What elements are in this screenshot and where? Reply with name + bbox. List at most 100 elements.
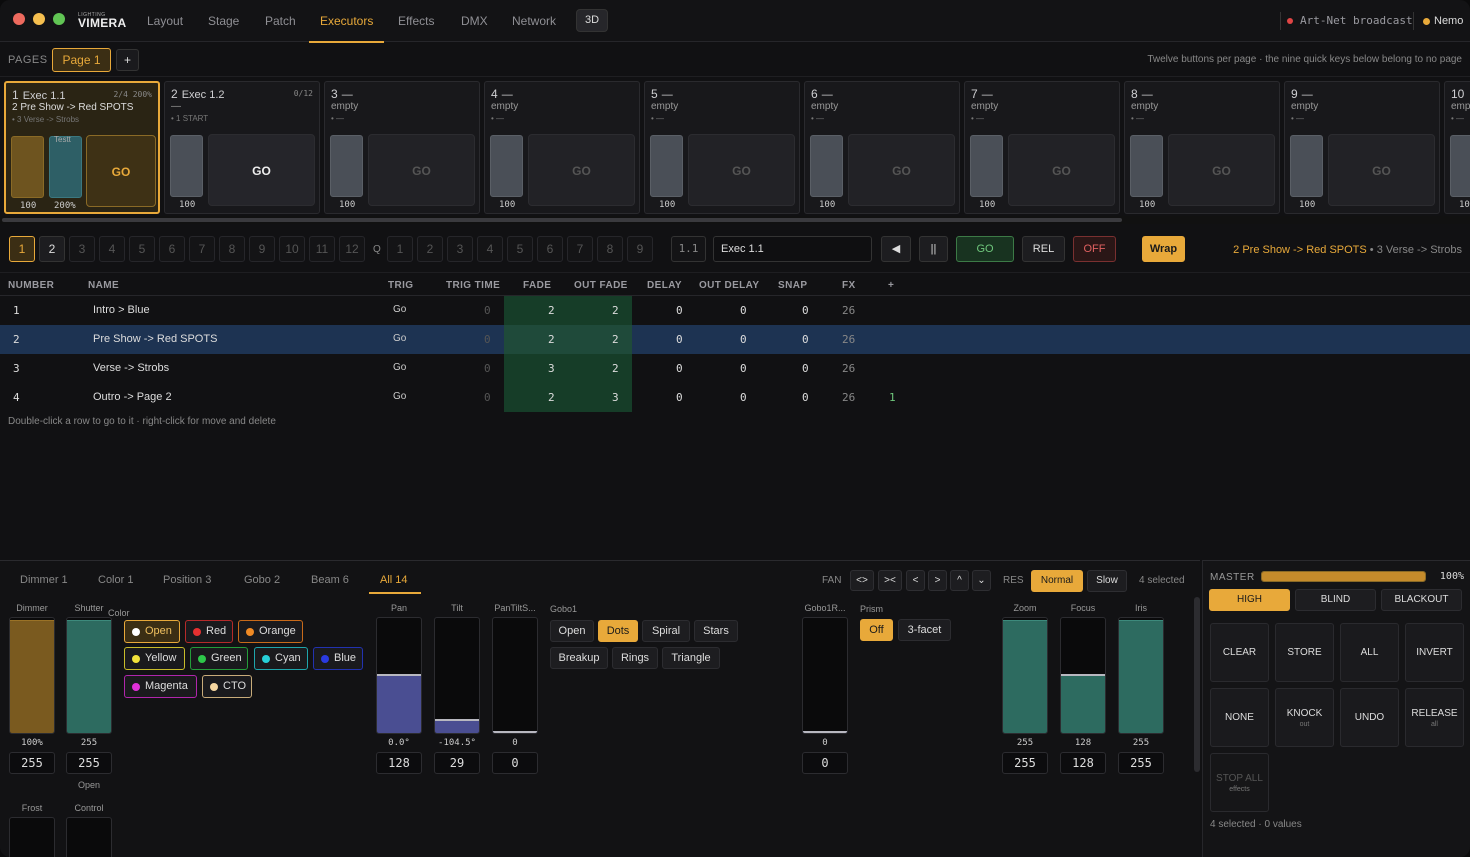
exec-select-2[interactable]: 2 [39, 236, 65, 262]
executor-go-button[interactable]: GO [208, 134, 315, 206]
fan-peak-button[interactable]: ^ [950, 570, 969, 591]
tab-dimmer[interactable]: Dimmer 1 [20, 574, 68, 586]
exec-select-11[interactable]: 11 [309, 236, 335, 262]
shutter-input[interactable]: 255 [66, 752, 112, 774]
executor-fader[interactable] [970, 135, 1003, 197]
executor-5[interactable]: 5— empty • — 100 GO [644, 81, 800, 214]
quick-key-3[interactable]: 3 [447, 236, 473, 262]
executor-go-button[interactable]: GO [368, 134, 475, 206]
tilt-fader[interactable] [434, 617, 480, 734]
quick-key-2[interactable]: 2 [417, 236, 443, 262]
go-button[interactable]: GO [956, 236, 1014, 262]
tab-position[interactable]: Position 3 [163, 574, 212, 586]
gobo-preset-triangle[interactable]: Triangle [662, 647, 720, 669]
gobo-preset-rings[interactable]: Rings [612, 647, 658, 669]
iris-input[interactable]: 255 [1118, 752, 1164, 774]
control-fader[interactable] [66, 817, 112, 857]
executor-fader[interactable] [11, 136, 44, 198]
executor-scrollbar[interactable] [0, 216, 1470, 224]
exec-select-7[interactable]: 7 [189, 236, 215, 262]
executor-fader[interactable] [1450, 135, 1470, 197]
executor-go-button[interactable]: GO [1008, 134, 1115, 206]
exec-select-12[interactable]: 12 [339, 236, 365, 262]
user-name[interactable]: Nemo [1434, 15, 1464, 27]
frost-fader[interactable] [9, 817, 55, 857]
executor-go-button[interactable]: GO [1328, 134, 1435, 206]
executor-rate-fader[interactable] [49, 136, 82, 198]
executor-fader[interactable] [490, 135, 523, 197]
tilt-input[interactable]: 29 [434, 752, 480, 774]
executor-8[interactable]: 8— empty • — 100 GO [1124, 81, 1280, 214]
fan-left-button[interactable]: < [906, 570, 925, 591]
exec-select-4[interactable]: 4 [99, 236, 125, 262]
add-column-button[interactable]: + [888, 280, 895, 291]
color-preset-red[interactable]: Red [185, 620, 233, 643]
nav-tab-network[interactable]: Network [512, 14, 557, 28]
executor-go-button[interactable]: GO [688, 134, 795, 206]
gobo-preset-dots[interactable]: Dots [598, 620, 638, 642]
prev-cue-button[interactable]: ◀ [881, 236, 911, 262]
exec-select-1[interactable]: 1 [9, 236, 35, 262]
col-fade[interactable]: FADE [523, 280, 552, 291]
color-preset-yellow[interactable]: Yellow [124, 647, 185, 670]
off-button[interactable]: OFF [1073, 236, 1116, 262]
programmer-scrollbar[interactable] [1194, 597, 1200, 772]
gobo-preset-spiral[interactable]: Spiral [642, 620, 690, 642]
release-button[interactable]: REL [1022, 236, 1065, 262]
fan-in-button[interactable]: >< [878, 570, 902, 591]
invert-button[interactable]: INVERT [1405, 623, 1464, 682]
exec-select-10[interactable]: 10 [279, 236, 305, 262]
col-delay[interactable]: DELAY [647, 280, 682, 291]
undo-button[interactable]: UNDO [1340, 688, 1399, 747]
table-row[interactable]: 1 Intro > Blue Go 0 2 2 0 0 0 26 [0, 296, 1470, 325]
color-preset-green[interactable]: Green [190, 647, 248, 670]
executor-4[interactable]: 4— empty • — 100 GO [484, 81, 640, 214]
shutter-fader[interactable] [66, 617, 112, 734]
quick-key-1[interactable]: 1 [387, 236, 413, 262]
pantilt-fader[interactable] [492, 617, 538, 734]
color-preset-cyan[interactable]: Cyan [254, 647, 308, 670]
color-preset-orange[interactable]: Orange [238, 620, 303, 643]
minimize-window-icon[interactable] [33, 13, 45, 25]
blackout-button[interactable]: BLACKOUT [1381, 589, 1462, 611]
nav-tab-stage[interactable]: Stage [208, 14, 240, 28]
executor-fader[interactable] [330, 135, 363, 197]
tab-all[interactable]: All 14 [380, 574, 408, 586]
clear-button[interactable]: CLEAR [1210, 623, 1269, 682]
executor-go-button[interactable]: GO [528, 134, 635, 206]
add-page-button[interactable]: + [116, 49, 139, 71]
table-row[interactable]: 4 Outro -> Page 2 Go 0 2 3 0 0 0 26 1 [0, 383, 1470, 412]
executor-2[interactable]: 2 Exec 1.2 0/12 — • 1 START 100 GO [164, 81, 320, 214]
nav-tab-layout[interactable]: Layout [147, 14, 184, 28]
tab-color[interactable]: Color 1 [98, 574, 134, 586]
fan-right-button[interactable]: > [928, 570, 947, 591]
master-fader[interactable] [1261, 571, 1426, 582]
pan-fader[interactable] [376, 617, 422, 734]
fan-out-button[interactable]: <> [850, 570, 874, 591]
executor-fader[interactable] [170, 135, 203, 197]
table-row[interactable]: 2 Pre Show -> Red SPOTS Go 0 2 2 0 0 0 26 [0, 325, 1470, 354]
gobo-preset-breakup[interactable]: Breakup [550, 647, 608, 669]
res-normal-button[interactable]: Normal [1031, 570, 1083, 592]
col-fx[interactable]: FX [842, 280, 856, 291]
quick-key-9[interactable]: 9 [627, 236, 653, 262]
pause-button[interactable]: || [919, 236, 948, 262]
col-trig-time[interactable]: TRIG TIME [446, 280, 501, 291]
view-3d-button[interactable]: 3D [576, 9, 608, 32]
color-preset-blue[interactable]: Blue [313, 647, 363, 670]
close-window-icon[interactable] [13, 13, 25, 25]
color-preset-cto[interactable]: CTO [202, 675, 252, 698]
executor-3[interactable]: 3— empty • — 100 GO [324, 81, 480, 214]
high-button[interactable]: HIGH [1209, 589, 1290, 611]
gobo-rot-input[interactable]: 0 [802, 752, 848, 774]
col-out-fade[interactable]: OUT FADE [574, 280, 628, 291]
zoom-fader[interactable] [1002, 617, 1048, 734]
exec-select-9[interactable]: 9 [249, 236, 275, 262]
store-button[interactable]: STORE [1275, 623, 1334, 682]
exec-name-input[interactable]: Exec 1.1 [713, 236, 872, 262]
table-row[interactable]: 3 Verse -> Strobs Go 0 3 2 0 0 0 26 [0, 354, 1470, 383]
pan-input[interactable]: 128 [376, 752, 422, 774]
none-button[interactable]: NONE [1210, 688, 1269, 747]
page-button-1[interactable]: Page 1 [52, 48, 111, 72]
zoom-input[interactable]: 255 [1002, 752, 1048, 774]
